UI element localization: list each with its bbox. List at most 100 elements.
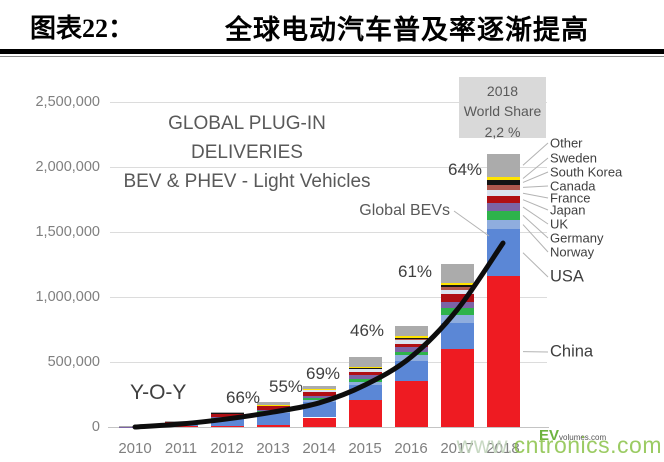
bar-segment-uk: [302, 395, 336, 398]
bar-segment-sweden: [486, 176, 520, 181]
bar-segment-japan: [210, 413, 244, 418]
legend-label-norway: Norway: [550, 244, 595, 260]
bar-segment-uk: [440, 301, 474, 308]
bar-segment-japan: [394, 343, 428, 347]
bar-segment-japan: [348, 371, 382, 376]
x-axis-label: 2016: [394, 440, 428, 457]
leader-line: [522, 192, 549, 199]
x-axis-label: 2015: [348, 440, 382, 457]
bar-segment-usa: [164, 424, 198, 427]
bar-segment-usa: [302, 402, 336, 418]
gridline: [110, 102, 547, 103]
ev-volumes-logo-rest: volumes.com: [559, 433, 607, 442]
legend-label-germany: Germany: [550, 230, 604, 246]
x-axis-line: [108, 427, 549, 428]
figure-header: 图表22： 全球电动汽车普及率逐渐提高: [0, 0, 664, 49]
chart-title: GLOBAL PLUG-IN DELIVERIES: [168, 113, 326, 163]
x-axis-label: 2010: [118, 440, 152, 457]
x-axis-label: 2017: [440, 440, 474, 457]
yoy-percent-label: 64%: [447, 160, 483, 179]
world-share-value: 2,2 %: [484, 123, 521, 140]
bar-segment-other: [302, 385, 336, 389]
legend-label-other: Other: [550, 135, 583, 151]
y-axis-tick-label: 1,500,000: [35, 224, 100, 240]
y-axis-tick-label: 2,000,000: [35, 159, 100, 175]
bar-segment-germany: [348, 378, 382, 382]
bar-segment-china: [394, 381, 428, 427]
bar-segment-france: [348, 368, 382, 372]
watermark: www.cntronics.com: [457, 432, 662, 459]
legend-label-sweden: Sweden: [550, 150, 597, 166]
leader-line: [522, 214, 549, 239]
bar-segment-norway: [302, 399, 336, 403]
bar-segment-norway: [394, 354, 428, 361]
bar-segment-germany: [394, 351, 428, 355]
leader-line: [522, 171, 549, 183]
chart-title-block: GLOBAL PLUG-IN DELIVERIES BEV & PHEV - L…: [116, 110, 378, 197]
yoy-percent-label: 66%: [225, 388, 261, 407]
bar-segment-china: [486, 276, 520, 427]
bar-segment-usa: [486, 229, 520, 277]
leader-line: [522, 199, 549, 211]
bar-segment-china: [440, 349, 474, 427]
global-bevs-label: Global BEVs: [359, 202, 450, 219]
chart-subtitle: BEV & PHEV - Light Vehicles: [123, 170, 371, 192]
world-share-year: 2018: [486, 83, 519, 99]
x-axis-label: 2014: [302, 440, 336, 457]
bar-segment-canada: [440, 287, 474, 290]
bar-segment-france: [302, 390, 336, 392]
x-axis-label: 2018: [486, 440, 520, 457]
gridline: [110, 232, 547, 233]
yoy-percent-label: 55%: [268, 377, 304, 396]
bar-segment-uk: [486, 203, 520, 211]
leader-line: [522, 157, 549, 179]
ev-volumes-logo-ev: EV: [539, 427, 560, 444]
bar-segment-other: [256, 401, 290, 405]
bar-segment-canada: [486, 184, 520, 191]
bar-segment-norway: [210, 418, 244, 419]
bar-segment-usa: [256, 412, 290, 426]
figure-number-label: 图表22：: [30, 14, 135, 43]
header-divider: [0, 49, 664, 54]
gridline: [110, 297, 547, 298]
bar-segment-usa: [210, 418, 244, 426]
bar-segment-sweden: [394, 335, 428, 338]
gridline: [110, 167, 547, 168]
bar-segment-japan: [486, 196, 520, 204]
bar-segment-usa: [440, 323, 474, 349]
leader-line: [522, 142, 549, 166]
bar-segment-japan: [302, 391, 336, 396]
bar-segment-other: [440, 263, 474, 283]
bar-segment-germany: [256, 410, 290, 412]
bar-segment-japan: [256, 406, 290, 411]
bar-segment-uk: [348, 375, 382, 379]
bar-segment-usa: [394, 360, 428, 382]
bar-segment-sweden: [348, 366, 382, 368]
legend-label-france: France: [550, 190, 591, 206]
figure-title: 全球电动汽车普及率逐渐提高: [225, 15, 589, 45]
legend-label-japan: Japan: [550, 202, 586, 218]
world-share-box: 2018 World Share 2,2 %: [459, 77, 546, 140]
bar-segment-other: [486, 154, 520, 177]
bar-segment-germany: [302, 397, 336, 400]
bar-segment-south-korea: [486, 180, 520, 185]
bar-segment-norway: [440, 314, 474, 323]
bar-segment-sweden: [440, 282, 474, 286]
bar-segment-uk: [394, 346, 428, 352]
bar-segment-japan: [164, 421, 198, 424]
bar-segment-other: [348, 356, 382, 367]
y-axis-tick-label: 500,000: [47, 354, 100, 370]
leader-line: [522, 224, 549, 253]
yoy-label: Y-O-Y: [130, 381, 187, 404]
bar-segment-norway: [256, 411, 290, 413]
x-axis-label: 2011: [164, 440, 198, 457]
y-axis-tick-label: 2,500,000: [35, 94, 100, 110]
header-divider-thin: [0, 56, 664, 57]
yoy-percent-label: 69%: [305, 364, 341, 383]
bar-segment-germany: [486, 210, 520, 220]
x-axis-label: 2013: [256, 440, 290, 457]
bar-segment-sweden: [302, 388, 336, 390]
legend-label-canada: Canada: [550, 178, 596, 194]
yoy-percent-label: 61%: [397, 262, 433, 281]
